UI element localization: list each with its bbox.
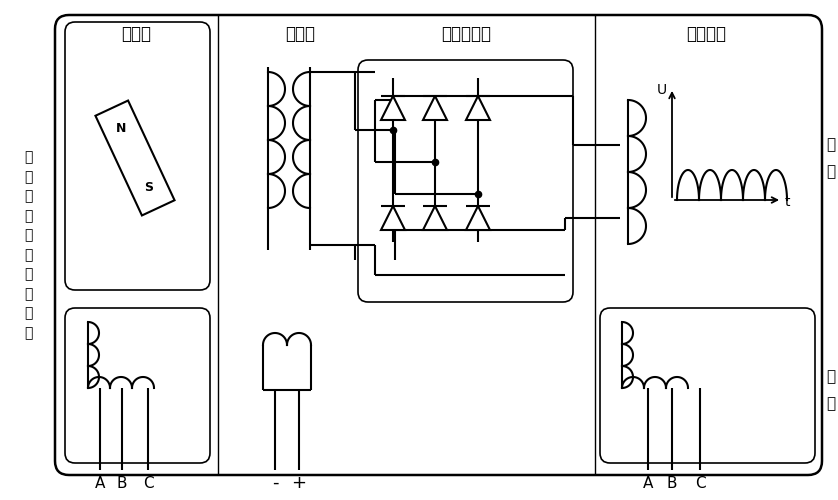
Text: 旋转整流器: 旋转整流器 (441, 25, 491, 43)
Text: A: A (643, 476, 653, 490)
Text: A: A (95, 476, 106, 490)
Polygon shape (423, 96, 447, 120)
FancyBboxPatch shape (358, 60, 573, 302)
Polygon shape (466, 206, 490, 230)
Text: N: N (116, 122, 127, 134)
Polygon shape (96, 100, 174, 216)
Text: C: C (142, 476, 153, 490)
FancyBboxPatch shape (55, 15, 822, 475)
Text: S: S (144, 182, 153, 194)
FancyBboxPatch shape (65, 22, 210, 290)
FancyBboxPatch shape (600, 308, 815, 463)
Polygon shape (466, 96, 490, 120)
Text: -: - (272, 474, 278, 492)
Text: B: B (667, 476, 677, 490)
Text: 励磁机: 励磁机 (285, 25, 315, 43)
FancyBboxPatch shape (65, 308, 210, 463)
Text: t: t (784, 195, 789, 209)
Text: 定
子: 定 子 (826, 369, 835, 411)
Text: 转
子: 转 子 (826, 137, 835, 179)
Text: 永磁机: 永磁机 (121, 25, 151, 43)
Polygon shape (381, 96, 405, 120)
Text: 主发电机: 主发电机 (686, 25, 726, 43)
Text: B: B (116, 476, 127, 490)
Text: 三
级
电
励
磁
式
同
步
电
机: 三 级 电 励 磁 式 同 步 电 机 (23, 150, 32, 340)
Text: C: C (695, 476, 706, 490)
Polygon shape (381, 206, 405, 230)
Polygon shape (423, 206, 447, 230)
Text: +: + (292, 474, 307, 492)
Text: U: U (657, 83, 667, 97)
